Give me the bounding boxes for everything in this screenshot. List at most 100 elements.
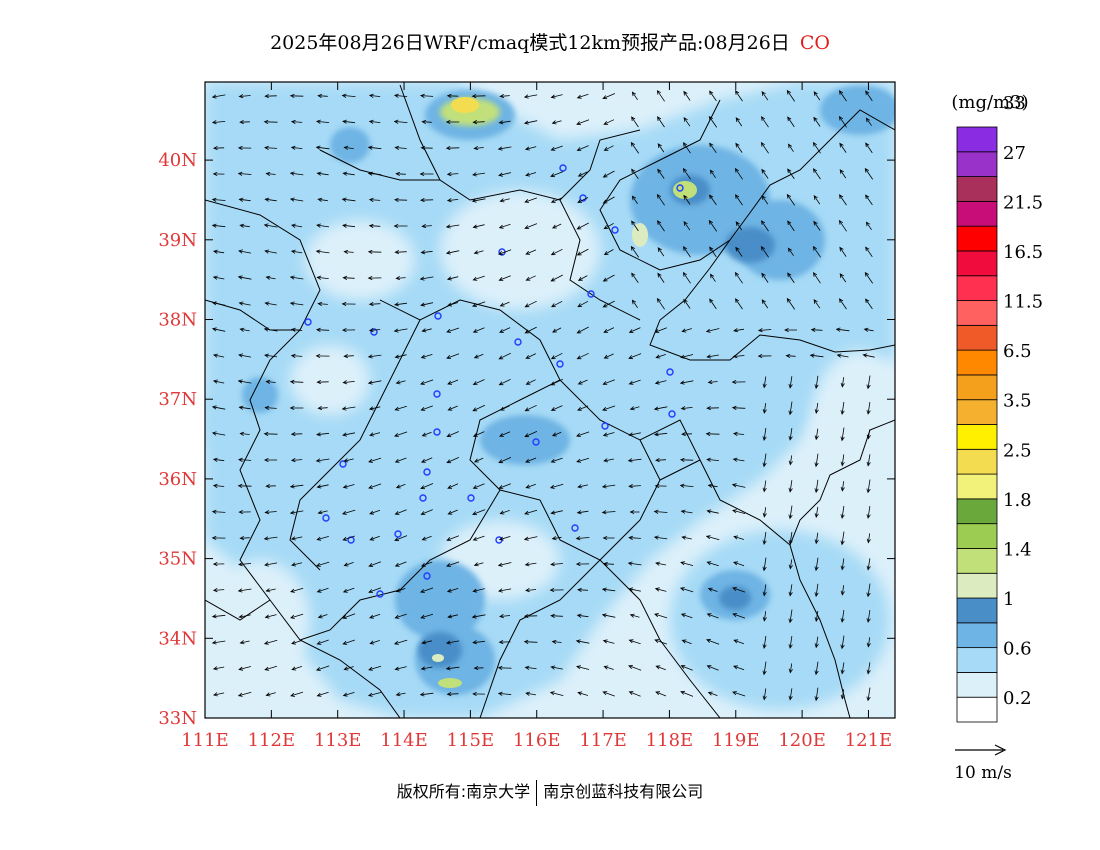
wind-arrow	[575, 561, 590, 567]
wind-arrow	[315, 561, 330, 567]
wind-arrow	[788, 635, 793, 649]
wind-arrow	[576, 248, 589, 256]
wind-arrow	[683, 117, 691, 127]
wind-arrow	[315, 145, 330, 150]
wind-arrow	[497, 665, 512, 671]
wind-arrow	[656, 89, 665, 102]
wind-arrow	[316, 587, 329, 593]
wind-arrow	[317, 93, 328, 98]
wind-arrow	[788, 584, 793, 597]
wind-arrow	[683, 298, 691, 309]
wind-arrow	[576, 93, 589, 99]
wind-arrow	[575, 536, 590, 541]
wind-arrow	[394, 535, 408, 542]
wind-arrow	[472, 379, 485, 385]
wind-arrow	[576, 222, 589, 230]
wind-arrow	[472, 640, 485, 645]
wind-arrow	[656, 116, 665, 128]
wind-arrow	[472, 120, 485, 125]
wind-arrow	[471, 198, 486, 203]
wind-arrow	[445, 666, 460, 671]
wind-legend: 10 m/s	[954, 744, 1012, 783]
wind-arrow	[420, 509, 433, 515]
wind-arrow	[709, 142, 717, 154]
wind-arrow	[264, 145, 278, 150]
wind-arrow	[602, 170, 615, 178]
wind-arrow	[212, 171, 225, 177]
wind-arrow	[316, 275, 329, 280]
wind-arrow	[865, 90, 873, 102]
wind-arrow	[709, 246, 717, 258]
wind-arrow	[813, 299, 821, 309]
city-marker	[676, 184, 684, 192]
colorbar-swatch	[956, 275, 998, 301]
wind-arrow	[762, 611, 767, 622]
wind-arrow	[835, 327, 850, 332]
wind-arrow	[657, 247, 665, 257]
wind-arrow	[445, 119, 460, 125]
wind-arrow	[341, 301, 356, 307]
wind-arrow	[290, 613, 304, 619]
wind-arrow	[550, 352, 563, 360]
wind-arrow	[446, 588, 459, 593]
wind-arrow	[680, 354, 694, 359]
wind-arrow	[421, 224, 432, 229]
footer-copyright: 版权所有:南京大学	[396, 782, 531, 801]
wind-arrow	[524, 326, 537, 334]
wind-arrow	[290, 536, 303, 541]
wind-arrow	[290, 353, 303, 358]
lat-label: 35N	[158, 549, 197, 570]
wind-arrow	[525, 483, 536, 489]
wind-arrow	[264, 510, 277, 515]
wind-arrow	[420, 457, 433, 463]
wind-arrow	[838, 90, 847, 102]
wind-arrow	[524, 223, 538, 229]
wind-arrow	[576, 326, 589, 334]
colorbar-swatch	[956, 696, 998, 723]
wind-arrow	[812, 245, 821, 258]
wind-arrow	[237, 588, 252, 593]
wind-arrow	[237, 379, 252, 384]
wind-arrow	[525, 249, 537, 255]
wind-arrow	[865, 117, 872, 126]
wind-arrow	[705, 328, 720, 333]
wind-arrow	[342, 223, 356, 228]
wind-arrow	[343, 458, 354, 463]
wind-arrow	[316, 223, 330, 228]
wind-arrow	[368, 561, 382, 567]
wind-arrow	[472, 404, 486, 412]
wind-arrow	[265, 483, 276, 489]
wind-arrow	[342, 380, 355, 385]
wind-arrow	[238, 353, 252, 358]
wind-arrow	[762, 635, 767, 650]
wind-arrow	[291, 666, 303, 671]
wind-arrow	[707, 691, 718, 696]
wind-arrow	[290, 587, 304, 593]
lon-label: 113E	[314, 730, 362, 751]
wind-arrow	[367, 380, 382, 385]
wind-arrow	[472, 691, 485, 697]
wind-arrow	[239, 640, 250, 645]
wind-arrow	[524, 562, 537, 567]
wind-arrow	[628, 587, 641, 592]
wind-arrow	[788, 455, 793, 466]
wind-arrow	[264, 614, 277, 619]
wind-arrow	[367, 171, 382, 176]
wind-arrow	[733, 639, 745, 645]
wind-arrow	[290, 458, 303, 463]
wind-arrow	[656, 220, 665, 232]
wind-arrow	[603, 327, 615, 333]
wind-arrow	[550, 248, 563, 256]
city-marker	[601, 422, 609, 430]
wind-arrow	[601, 484, 616, 489]
wind-arrow	[473, 353, 484, 359]
wind-arrow	[211, 197, 226, 202]
wind-arrow	[212, 666, 225, 671]
wind-arrow	[681, 639, 692, 645]
wind-arrow	[602, 535, 615, 541]
wind-arrow	[655, 457, 667, 463]
wind-arrow	[814, 557, 819, 572]
wind-arrow	[368, 93, 381, 98]
wind-arrow	[813, 220, 821, 231]
